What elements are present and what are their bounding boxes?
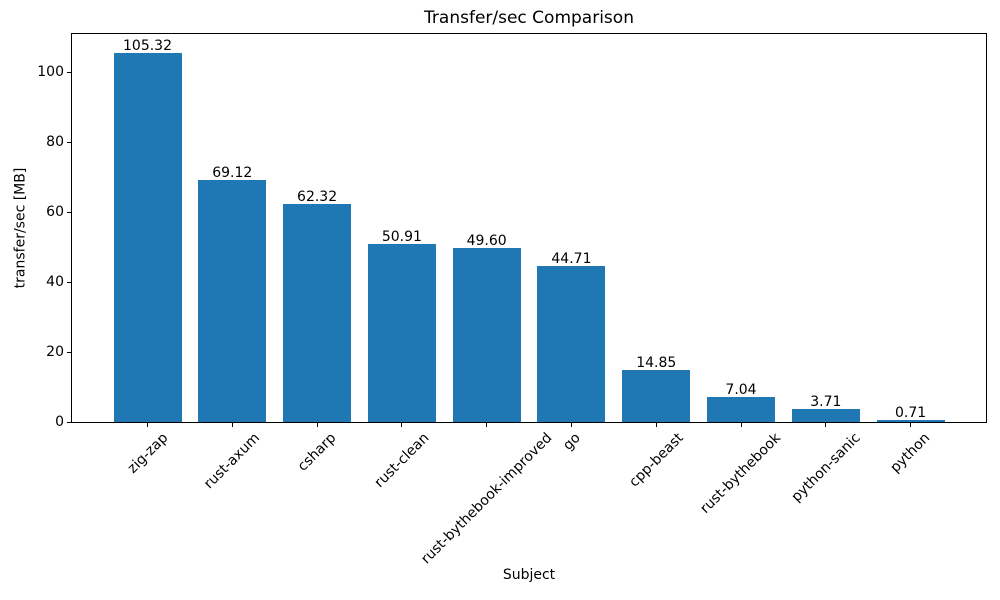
x-tick-mark: [570, 423, 572, 427]
x-tick-label: go: [559, 430, 584, 454]
bar-go: [537, 265, 606, 422]
plot-area: [71, 33, 987, 423]
x-tick-mark: [231, 423, 233, 427]
x-tick-mark: [401, 423, 403, 427]
x-tick-label: rust-bythebook-improved: [418, 430, 556, 568]
y-tick-label: 0: [55, 414, 64, 430]
y-tick-label: 80: [46, 134, 64, 150]
y-tick-mark: [67, 351, 72, 353]
x-tick-mark: [147, 423, 148, 427]
bar-value-label: 105.32: [123, 38, 172, 55]
x-tick-label: python: [887, 430, 934, 476]
y-tick-label: 100: [37, 64, 64, 80]
y-tick-label: 20: [46, 344, 64, 360]
x-tick-mark: [740, 423, 742, 427]
x-tick-label: csharp: [294, 430, 340, 475]
bar-rust-clean: [367, 243, 436, 422]
chart-title: Transfer/sec Comparison: [424, 8, 634, 28]
bar-python: [876, 419, 945, 422]
x-tick-label: python-sanic: [788, 430, 864, 506]
bar-csharp: [283, 203, 352, 422]
bar-rust-axum: [198, 180, 267, 422]
x-axis-label: Subject: [502, 567, 556, 583]
bar-rust-bythebook: [707, 397, 776, 422]
bar-value-label: 3.71: [810, 394, 842, 410]
bar-python-sanic: [791, 409, 860, 422]
x-tick-mark: [655, 423, 657, 427]
bar-value-label: 0.71: [895, 404, 927, 421]
x-tick-mark: [825, 423, 827, 427]
bar-value-label: 50.91: [381, 228, 422, 245]
y-tick-mark: [67, 71, 72, 73]
bar-zig-zap: [113, 53, 182, 422]
x-tick-mark: [316, 423, 318, 427]
y-axis-label: transfer/sec [MB]: [12, 167, 29, 289]
x-tick-label: rust-bythebook: [697, 430, 785, 517]
x-tick-label: zig-zap: [124, 430, 171, 477]
y-tick-label: 40: [46, 274, 64, 290]
bar-value-label: 62.32: [297, 188, 338, 205]
y-tick-mark: [67, 281, 72, 283]
y-tick-mark: [67, 421, 72, 423]
y-tick-label: 60: [46, 204, 64, 220]
bar-value-label: 14.85: [636, 355, 677, 372]
x-tick-label: rust-axum: [201, 430, 264, 493]
x-tick-label: rust-clean: [371, 430, 433, 491]
x-tick-mark: [486, 423, 488, 427]
bar-value-label: 44.71: [551, 250, 592, 267]
y-tick-mark: [67, 211, 72, 213]
x-tick-label: cpp-beast: [626, 430, 687, 491]
bar-rust-bythebook-improved: [452, 248, 521, 422]
x-tick-mark: [910, 423, 912, 427]
y-tick-mark: [67, 141, 72, 143]
bar-cpp-beast: [622, 370, 691, 422]
bar-value-label: 69.12: [212, 165, 253, 182]
bar-value-label: 7.04: [725, 382, 757, 399]
bar-value-label: 49.60: [466, 233, 507, 250]
